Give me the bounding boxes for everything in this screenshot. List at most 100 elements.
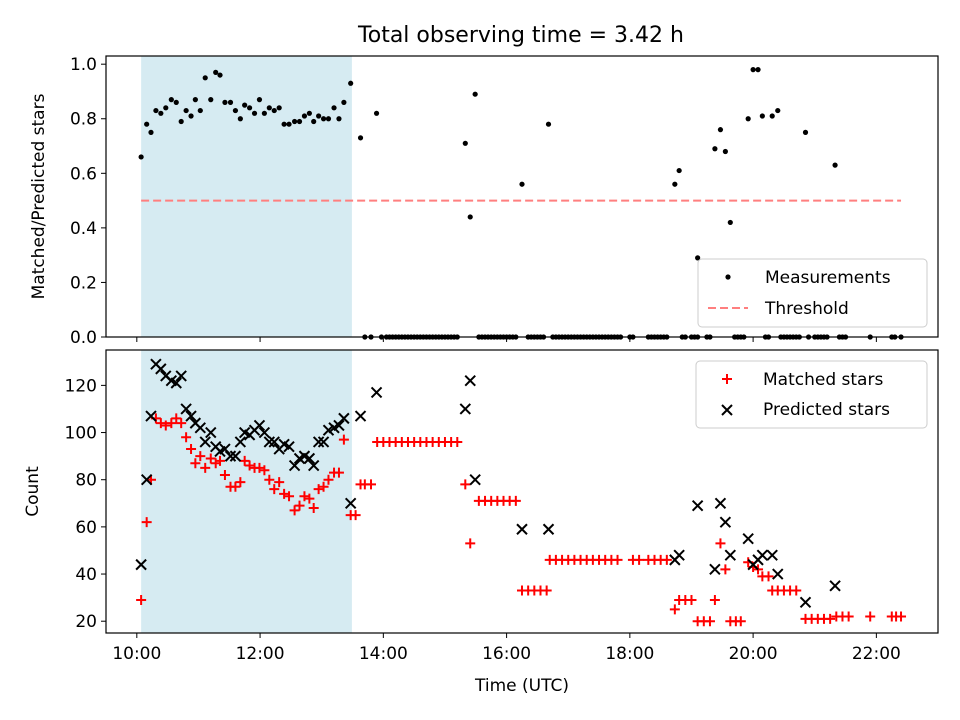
measurement-point xyxy=(472,91,478,97)
x-axis-label: Time (UTC) xyxy=(474,676,569,696)
measurement-point xyxy=(163,105,169,111)
predicted-star-point xyxy=(469,474,481,486)
predicted-star-point xyxy=(288,459,301,472)
predicted-star-point xyxy=(464,374,476,387)
matched-star-point xyxy=(465,538,476,549)
measurement-point xyxy=(676,167,682,174)
predicted-star-point xyxy=(180,403,192,415)
legend: Matched stars Predicted stars xyxy=(695,360,928,429)
measurement-point xyxy=(759,113,765,119)
matched-star-point xyxy=(308,503,319,514)
measurement-point xyxy=(227,99,234,105)
measurement-point xyxy=(745,116,751,122)
legend-box xyxy=(697,258,928,328)
measurement-point xyxy=(232,107,239,114)
matched-star-point xyxy=(720,564,731,575)
matched-star-point xyxy=(323,474,334,485)
predicted-star-point xyxy=(829,580,841,592)
matched-star-point xyxy=(176,418,187,429)
measurement-point xyxy=(256,97,263,103)
matched-star-point xyxy=(259,465,270,476)
measurement-point xyxy=(348,80,354,86)
measurement-point xyxy=(325,116,332,122)
predicted-star-point xyxy=(234,436,247,448)
measurement-point xyxy=(545,121,552,127)
predicted-star-point xyxy=(742,532,754,545)
predicted-star-point xyxy=(219,443,231,455)
matched-star-point xyxy=(136,594,147,605)
matched-star-point xyxy=(612,554,623,565)
y-tick-label: 20 xyxy=(75,612,97,632)
measurement-point xyxy=(168,97,174,103)
measurement-point xyxy=(519,181,525,187)
x-tick-label: 16:00 xyxy=(482,644,531,664)
measurement-point xyxy=(202,75,208,81)
legend-matched-label: Matched stars xyxy=(763,370,883,390)
matched-star-point xyxy=(541,585,552,596)
x-tick-label: 14:00 xyxy=(359,644,408,664)
axes-frame xyxy=(105,349,939,634)
measurement-point xyxy=(266,105,272,111)
measurement-point xyxy=(672,181,678,187)
measurement-point xyxy=(197,107,203,114)
measurement-point xyxy=(695,255,701,261)
matched-star-point xyxy=(634,554,645,565)
y-tick-label: 1.0 xyxy=(70,55,97,75)
predicted-star-point xyxy=(673,549,685,561)
measurement-point xyxy=(183,107,189,114)
predicted-star-point xyxy=(799,596,812,609)
measurement-point xyxy=(717,127,724,133)
predicted-star-point xyxy=(258,426,271,439)
matched-star-point xyxy=(171,413,182,424)
matched-star-point xyxy=(865,611,876,622)
measurement-point xyxy=(178,118,184,125)
predicted-star-point xyxy=(155,363,167,375)
matched-star-point xyxy=(318,481,329,492)
predicted-star-point xyxy=(459,403,472,415)
predicted-star-point xyxy=(224,450,237,462)
legend-measurements-marker xyxy=(725,274,731,280)
predicted-star-point xyxy=(307,459,320,472)
measurement-point xyxy=(320,116,327,122)
y-tick-label: 100 xyxy=(65,424,97,444)
matched-star-point xyxy=(239,455,250,466)
measurement-point xyxy=(750,67,756,73)
matched-star-point xyxy=(661,554,672,565)
observing-window-shade xyxy=(141,350,352,633)
predicted-star-point xyxy=(724,549,737,561)
matched-star-point xyxy=(709,594,720,605)
predicted-star-point xyxy=(338,412,350,425)
matched-star-point xyxy=(289,505,300,516)
matched-star-point xyxy=(791,585,802,596)
matched-star-point xyxy=(160,420,171,431)
measurement-point xyxy=(286,121,292,127)
measurement-point xyxy=(336,116,342,122)
matched-star-point xyxy=(294,500,305,511)
y-axis-label: Matched/Predicted stars xyxy=(29,93,49,299)
top-panel: 0.0 0.2 0.4 0.6 0.8 1.0 Matched/Predicted star… xyxy=(29,55,939,348)
x-tick-label: 10:00 xyxy=(112,644,161,664)
predicted-star-point xyxy=(312,436,325,448)
legend-box xyxy=(695,360,928,429)
predicted-star-point xyxy=(344,497,357,509)
matched-star-point xyxy=(219,469,230,480)
measurement-point xyxy=(373,110,380,116)
predicted-star-point xyxy=(303,452,316,465)
predicted-star-point xyxy=(145,410,157,422)
matched-star-point xyxy=(195,451,206,462)
measurement-point xyxy=(722,148,728,155)
matched-star-point xyxy=(715,538,726,549)
matched-star-point xyxy=(190,458,201,469)
predicted-star-point xyxy=(354,410,367,422)
x-tick-label: 22:00 xyxy=(852,644,901,664)
measurement-point xyxy=(306,110,312,116)
y-tick-label: 80 xyxy=(75,471,97,491)
matched-star-point xyxy=(181,432,192,443)
matched-star-point xyxy=(166,418,177,429)
measurement-point xyxy=(173,99,179,105)
measurement-point xyxy=(341,99,347,105)
measurement-point xyxy=(316,113,322,119)
y-tick-label: 0.6 xyxy=(70,164,97,184)
measurement-point xyxy=(775,107,781,114)
legend-threshold-label: Threshold xyxy=(764,299,849,319)
